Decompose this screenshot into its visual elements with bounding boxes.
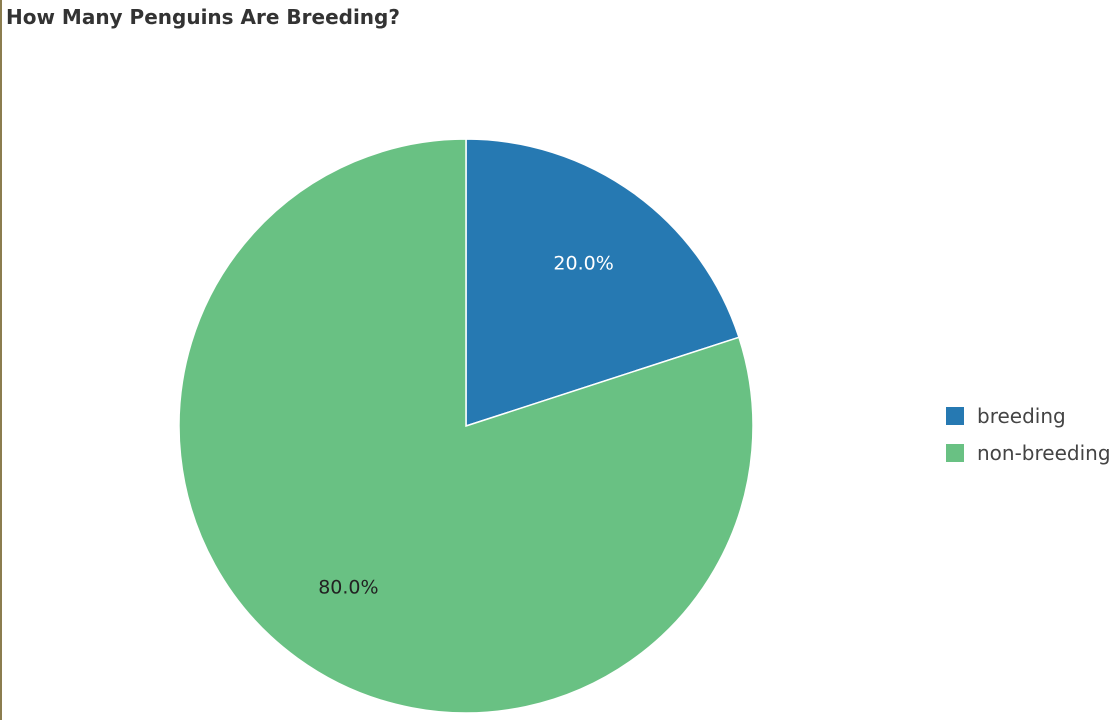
legend-swatch-non-breeding: [946, 443, 964, 462]
slice-label-non-breeding: 80.0%: [318, 576, 378, 598]
legend: breeding non-breeding: [946, 397, 1111, 471]
slice-label-breeding: 20.0%: [553, 253, 613, 275]
legend-label-non-breeding: non-breeding: [977, 440, 1111, 465]
pie-slice-non-breeding[interactable]: [178, 138, 754, 714]
pie-slice-breeding[interactable]: [465, 138, 740, 428]
chart-title: How Many Penguins Are Breeding?: [6, 5, 400, 29]
legend-label-breeding: breeding: [977, 403, 1066, 428]
legend-item-non-breeding[interactable]: non-breeding: [946, 434, 1111, 471]
legend-item-breeding[interactable]: breeding: [946, 397, 1111, 434]
legend-swatch-breeding: [946, 406, 964, 425]
